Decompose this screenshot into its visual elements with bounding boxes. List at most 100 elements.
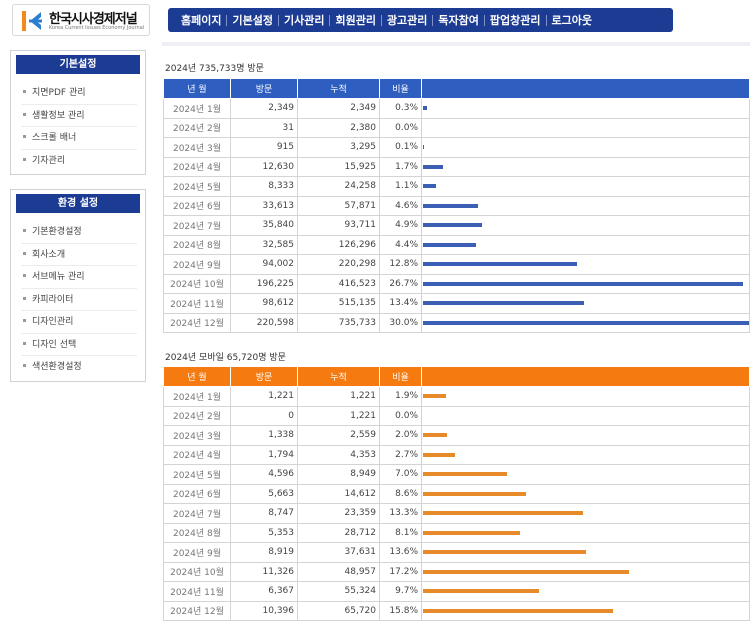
cell-year-month: 2024년 8월 [163, 522, 231, 543]
cell-year-month: 2024년 12월 [163, 600, 231, 621]
nav-logout[interactable]: 로그아웃 [551, 14, 592, 27]
table-row: 2024년 10월 196,225 416,523 26.7% [163, 273, 750, 294]
ratio-bar [423, 550, 587, 555]
sidebar-item-label: 카피라이터 [32, 294, 74, 305]
nav-reader-participation[interactable]: 독자참여 [438, 14, 479, 27]
cell-ratio-bar [421, 234, 750, 255]
cell-ratio: 1.7% [379, 156, 422, 177]
sidebar-item-pdf[interactable]: 지면PDF 관리 [21, 82, 137, 105]
sidebar-item-label: 서브메뉴 관리 [32, 272, 85, 282]
table-row: 2024년 1월 1,221 1,221 1.9% [163, 386, 750, 407]
cell-ratio-bar [421, 405, 750, 426]
bullet-icon [23, 274, 26, 277]
nav-popup-management[interactable]: 팝업창관리 [489, 14, 541, 27]
ratio-bar [423, 242, 476, 247]
ratio-bar [423, 281, 744, 286]
sidebar-item-scroll-banner[interactable]: 스크롤 배너 [21, 127, 137, 150]
header-cumulative: 누적 [297, 366, 380, 387]
cell-visits: 33,613 [230, 195, 298, 216]
ratio-bar [423, 491, 527, 496]
cell-year-month: 2024년 12월 [163, 312, 231, 333]
cell-year-month: 2024년 7월 [163, 503, 231, 524]
cell-cumulative: 2,380 [297, 117, 380, 138]
cell-cumulative: 515,135 [297, 293, 380, 314]
cell-ratio-bar [421, 176, 750, 197]
table-row: 2024년 4월 1,794 4,353 2.7% [163, 444, 750, 465]
cell-ratio-bar [421, 425, 750, 446]
header-visits: 방문 [230, 366, 298, 387]
cell-cumulative: 1,221 [297, 405, 380, 426]
sidebar-item-company[interactable]: 회사소개 [21, 244, 137, 266]
table-row: 2024년 11월 98,612 515,135 13.4% [163, 293, 750, 314]
sidebar-basic-settings: 기본설정 지면PDF 관리 생활정보 관리 스크롤 배너 기자관리 [10, 50, 146, 175]
sidebar-item-label: 색션환경설정 [32, 362, 82, 372]
cell-ratio: 13.3% [379, 503, 422, 524]
cell-year-month: 2024년 2월 [163, 405, 231, 426]
cell-year-month: 2024년 3월 [163, 137, 231, 158]
cell-ratio: 30.0% [379, 312, 422, 333]
sidebar-item-submenu[interactable]: 서브메뉴 관리 [21, 266, 137, 289]
sidebar-item-design-select[interactable]: 디자인 선택 [21, 334, 137, 356]
nav-separator [277, 14, 279, 26]
cell-visits: 0 [230, 405, 298, 426]
cell-visits: 1,221 [230, 386, 298, 407]
cell-visits: 5,663 [230, 483, 298, 504]
cell-ratio-bar [421, 444, 750, 465]
nav-separator [545, 14, 547, 26]
sidebar-item-life-info[interactable]: 생활정보 관리 [21, 105, 137, 127]
sidebar-item-basic-env[interactable]: 기본환경설정 [21, 221, 137, 244]
cell-ratio-bar [421, 254, 750, 275]
ratio-bar [423, 452, 456, 457]
cell-ratio: 8.1% [379, 522, 422, 543]
nav-separator [226, 14, 228, 26]
cell-cumulative: 23,359 [297, 503, 380, 524]
table-row: 2024년 12월 220,598 735,733 30.0% [163, 312, 750, 333]
sidebar-item-reporters[interactable]: 기자관리 [21, 150, 137, 173]
cell-visits: 10,396 [230, 600, 298, 621]
cell-ratio-bar [421, 273, 750, 294]
table-header-row: 년 월 방문 누적 비율 [163, 78, 750, 99]
sidebar-item-design[interactable]: 디자인관리 [21, 311, 137, 334]
table-row: 2024년 5월 4,596 8,949 7.0% [163, 464, 750, 485]
ratio-bar [423, 184, 437, 189]
nav-basic-settings[interactable]: 기본설정 [232, 14, 273, 27]
sidebar-item-section-env[interactable]: 색션환경설정 [21, 356, 137, 379]
pc-stats-caption: 2024년 735,733명 방문 [165, 64, 264, 74]
nav-ad-management[interactable]: 광고관리 [386, 14, 428, 27]
cell-year-month: 2024년 3월 [163, 425, 231, 446]
table-row: 2024년 8월 32,585 126,296 4.4% [163, 234, 750, 255]
nav-separator [329, 14, 331, 26]
header-bar [421, 366, 750, 387]
cell-ratio: 12.8% [379, 254, 422, 275]
cell-cumulative: 4,353 [297, 444, 380, 465]
nav-separator [432, 14, 434, 26]
nav-home[interactable]: 홈페이지 [181, 14, 222, 27]
cell-visits: 35,840 [230, 215, 298, 236]
ratio-bar [423, 472, 507, 477]
site-logo[interactable]: 한국시사경제저널 Korea Current Issues Economy Jo… [12, 4, 150, 36]
cell-ratio-bar [421, 386, 750, 407]
nav-article-management[interactable]: 기사관리 [283, 14, 325, 27]
nav-member-management[interactable]: 회원관리 [335, 14, 376, 27]
cell-cumulative: 735,733 [297, 312, 380, 333]
cell-cumulative: 2,349 [297, 98, 380, 119]
ratio-bar [423, 301, 584, 306]
ratio-bar [423, 530, 521, 535]
cell-year-month: 2024년 4월 [163, 156, 231, 177]
top-navigation: 홈페이지 기본설정 기사관리 회원관리 광고관리 독자참여 팝업창관리 로그아웃 [168, 8, 673, 32]
sidebar-item-copywriter[interactable]: 카피라이터 [21, 289, 137, 311]
cell-year-month: 2024년 6월 [163, 195, 231, 216]
cell-ratio-bar [421, 581, 750, 602]
bullet-icon [23, 341, 26, 345]
cell-cumulative: 48,957 [297, 561, 380, 582]
header-bar [421, 78, 750, 99]
cell-ratio: 9.7% [379, 581, 422, 602]
cell-year-month: 2024년 7월 [163, 215, 231, 236]
table-row: 2024년 1월 2,349 2,349 0.3% [163, 98, 750, 119]
sidebar-environment-settings: 환경 설정 기본환경설정 회사소개 서브메뉴 관리 카피라이터 디자인관리 디자… [10, 189, 146, 382]
cell-ratio-bar [421, 522, 750, 543]
sidebar-basic-title: 기본설정 [16, 55, 140, 74]
cell-visits: 11,326 [230, 561, 298, 582]
bullet-icon [23, 112, 26, 116]
table-row: 2024년 7월 8,747 23,359 13.3% [163, 503, 750, 524]
